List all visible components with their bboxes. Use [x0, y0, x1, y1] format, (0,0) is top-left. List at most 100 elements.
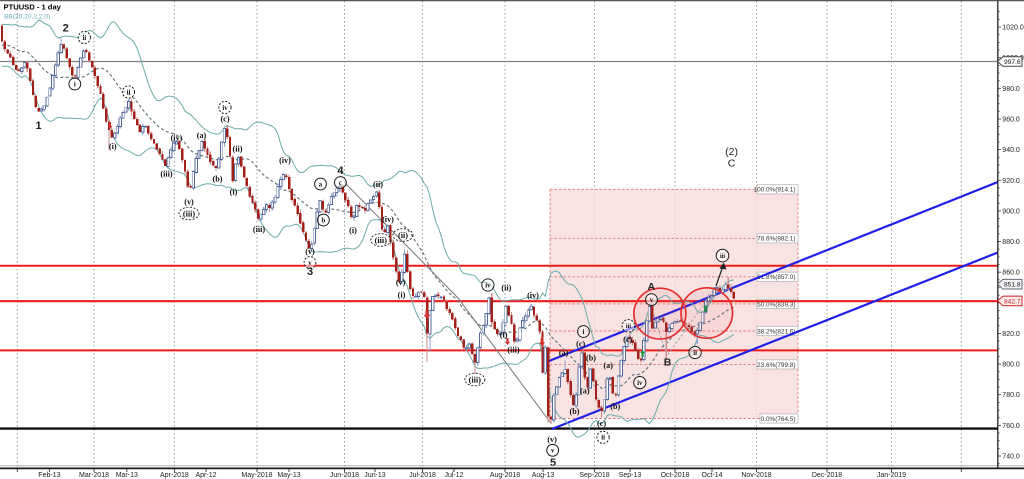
svg-text:(iii): (iii): [183, 209, 196, 218]
svg-text:(iii): (iii): [375, 236, 388, 245]
svg-text:740.0: 740.0: [1002, 454, 1020, 461]
svg-text:Apr-2018: Apr-2018: [160, 472, 189, 479]
svg-text:ii: ii: [601, 435, 605, 442]
svg-text:A: A: [648, 281, 656, 293]
svg-text:23.6%(799.8): 23.6%(799.8): [757, 362, 795, 369]
svg-text:980.0: 980.0: [1002, 86, 1020, 93]
svg-text:May-2018: May-2018: [241, 472, 272, 479]
svg-text:(i): (i): [500, 330, 508, 339]
svg-text:Nov-2018: Nov-2018: [741, 472, 771, 479]
svg-text:(c): (c): [623, 335, 632, 344]
svg-text:(i): (i): [349, 226, 357, 235]
svg-text:0.0%(764.5): 0.0%(764.5): [761, 416, 796, 423]
svg-text:May-13: May-13: [277, 472, 300, 479]
svg-text:940.0: 940.0: [1002, 147, 1020, 154]
svg-text:(ii): (ii): [373, 180, 383, 189]
svg-text:842.7: 842.7: [1004, 298, 1021, 305]
svg-text:Apr-12: Apr-12: [195, 472, 216, 479]
svg-text:i: i: [74, 81, 76, 88]
svg-text:(v): (v): [547, 435, 557, 444]
svg-text:(iv): (iv): [527, 291, 539, 300]
svg-text:v: v: [551, 448, 555, 455]
svg-text:i: i: [583, 329, 585, 336]
svg-text:760.0: 760.0: [1002, 423, 1020, 430]
svg-text:iii: iii: [626, 324, 631, 330]
svg-text:5: 5: [550, 457, 556, 469]
svg-text:PTUUSD - 1 day: PTUUSD - 1 day: [4, 3, 62, 12]
svg-text:(ii): (ii): [398, 231, 408, 240]
svg-text:(2): (2): [725, 146, 738, 158]
svg-text:Jul-2018: Jul-2018: [409, 472, 436, 479]
svg-text:Sep-13: Sep-13: [619, 472, 642, 479]
svg-text:100.0%(914.1): 100.0%(914.1): [754, 187, 796, 194]
svg-text:(iii): (iii): [507, 346, 520, 355]
svg-text:Mar-13: Mar-13: [116, 472, 138, 479]
svg-text:(a): (a): [197, 131, 207, 140]
svg-text:780.0: 780.0: [1002, 392, 1020, 399]
svg-text:(a): (a): [580, 387, 590, 396]
svg-text:2: 2: [63, 23, 69, 35]
svg-text:Aug-13: Aug-13: [532, 472, 555, 479]
svg-text:61.8%(857.0): 61.8%(857.0): [757, 274, 795, 281]
svg-text:(iii): (iii): [253, 225, 266, 234]
svg-text:(b): (b): [212, 174, 222, 183]
svg-text:Jan-2019: Jan-2019: [877, 472, 906, 479]
svg-text:ii: ii: [83, 35, 87, 42]
svg-text:iv: iv: [222, 105, 228, 112]
svg-text:Jun-2018: Jun-2018: [330, 472, 359, 479]
svg-text:860.0: 860.0: [1002, 270, 1020, 277]
svg-text:(c): (c): [576, 339, 585, 348]
svg-text:50.0%(839.3): 50.0%(839.3): [757, 301, 795, 308]
svg-text:v: v: [308, 260, 312, 267]
svg-text:Dec-2018: Dec-2018: [812, 472, 842, 479]
svg-text:38.2%(821.6): 38.2%(821.6): [757, 328, 795, 335]
svg-text:(i): (i): [398, 290, 406, 299]
svg-text:iv: iv: [485, 282, 491, 289]
svg-text:1020.0: 1020.0: [1002, 25, 1024, 32]
svg-text:(c): (c): [220, 114, 229, 123]
svg-text:(v): (v): [396, 278, 406, 287]
svg-text:(iv): (iv): [171, 133, 183, 142]
svg-text:Aug-2018: Aug-2018: [490, 472, 520, 479]
svg-text:b: b: [322, 217, 326, 224]
svg-text:(ii): (ii): [232, 144, 242, 153]
svg-text:ii: ii: [127, 89, 131, 96]
svg-text:(v): (v): [184, 197, 194, 206]
svg-text:3: 3: [307, 266, 313, 278]
svg-text:BB(20,20.2,2.0): BB(20,20.2,2.0): [4, 14, 50, 21]
svg-text:B: B: [664, 357, 672, 369]
svg-text:(i): (i): [109, 142, 117, 151]
svg-text:Jun-13: Jun-13: [364, 472, 386, 479]
svg-text:Jul-12: Jul-12: [444, 472, 463, 479]
svg-text:1: 1: [35, 120, 41, 132]
svg-text:(c): (c): [597, 419, 606, 428]
svg-text:c: c: [339, 180, 342, 187]
svg-text:iii: iii: [720, 254, 725, 260]
svg-text:a: a: [319, 181, 323, 188]
svg-text:960.0: 960.0: [1002, 117, 1020, 124]
svg-text:820.0: 820.0: [1002, 331, 1020, 338]
svg-text:997.6: 997.6: [1004, 59, 1021, 66]
svg-text:(a): (a): [559, 349, 569, 358]
svg-text:920.0: 920.0: [1002, 178, 1020, 185]
svg-text:(iii): (iii): [160, 169, 173, 178]
svg-text:(b): (b): [610, 402, 620, 411]
svg-text:Mar-2018: Mar-2018: [79, 472, 109, 479]
svg-text:Oct-14: Oct-14: [701, 472, 722, 479]
svg-text:78.6%(882.1): 78.6%(882.1): [757, 236, 795, 243]
svg-text:880.0: 880.0: [1002, 239, 1020, 246]
svg-text:(b): (b): [586, 353, 596, 362]
svg-text:(iii): (iii): [469, 375, 482, 384]
svg-text:Feb-13: Feb-13: [38, 472, 60, 479]
svg-text:4: 4: [337, 165, 344, 177]
svg-text:ii: ii: [693, 350, 697, 357]
svg-text:(i): (i): [230, 187, 238, 196]
svg-text:iv: iv: [637, 380, 643, 387]
svg-text:v: v: [650, 297, 654, 304]
svg-text:(b): (b): [569, 407, 579, 416]
svg-text:(iv): (iv): [382, 215, 394, 224]
svg-text:900.0: 900.0: [1002, 208, 1020, 215]
svg-text:(v): (v): [305, 247, 315, 256]
svg-text:(a): (a): [603, 361, 613, 370]
svg-text:(ii): (ii): [501, 283, 511, 292]
